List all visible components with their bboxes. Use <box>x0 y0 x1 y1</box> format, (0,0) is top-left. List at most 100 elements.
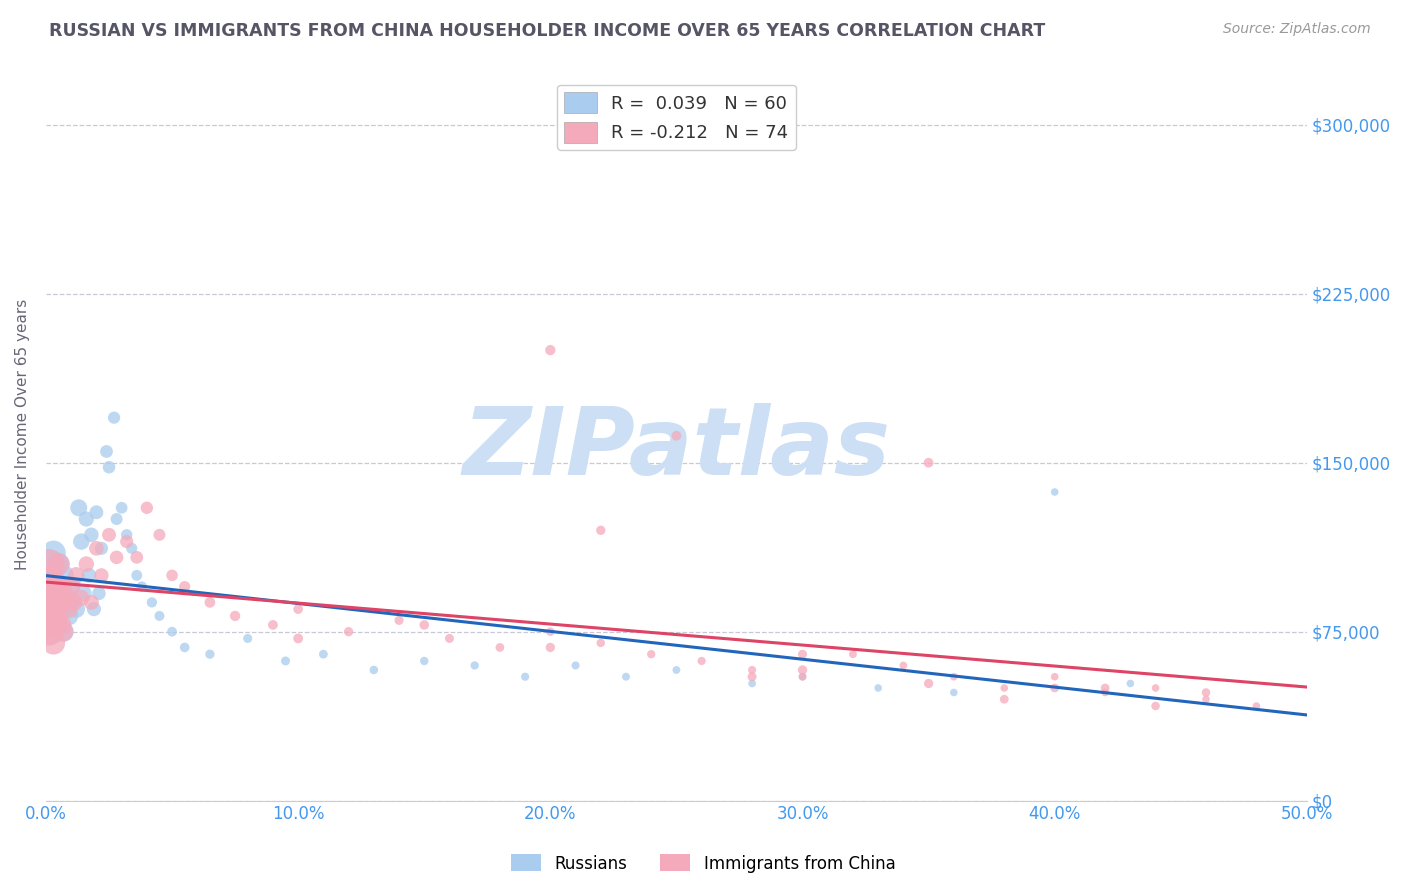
Point <box>538 343 561 357</box>
Point <box>39 602 62 616</box>
Point <box>37 580 59 594</box>
Point <box>148 528 170 542</box>
Point <box>37 591 59 605</box>
Point <box>665 428 688 442</box>
Point <box>741 676 763 690</box>
Point <box>98 528 121 542</box>
Point <box>103 410 125 425</box>
Point <box>45 618 67 632</box>
Point <box>1094 681 1116 695</box>
Point <box>80 528 103 542</box>
Point <box>792 663 814 677</box>
Point <box>87 586 110 600</box>
Point <box>160 568 183 582</box>
Point <box>86 505 108 519</box>
Point <box>52 595 75 609</box>
Point <box>55 591 77 605</box>
Point <box>141 595 163 609</box>
Point <box>58 602 80 616</box>
Point <box>1094 685 1116 699</box>
Point <box>65 568 87 582</box>
Point <box>115 528 138 542</box>
Point <box>48 557 70 571</box>
Point <box>287 632 309 646</box>
Point <box>741 663 763 677</box>
Point <box>49 580 72 594</box>
Point <box>96 444 118 458</box>
Point <box>83 602 105 616</box>
Point <box>337 624 360 639</box>
Point <box>39 557 62 571</box>
Point <box>45 614 67 628</box>
Point <box>105 512 128 526</box>
Point <box>287 602 309 616</box>
Point <box>917 676 939 690</box>
Point <box>62 595 84 609</box>
Point <box>48 595 70 609</box>
Point <box>993 681 1015 695</box>
Point <box>1144 698 1167 713</box>
Point <box>49 618 72 632</box>
Y-axis label: Householder Income Over 65 years: Householder Income Over 65 years <box>15 299 30 570</box>
Point <box>1119 676 1142 690</box>
Point <box>131 580 153 594</box>
Point <box>125 550 148 565</box>
Point <box>224 608 246 623</box>
Point <box>65 602 87 616</box>
Point <box>105 550 128 565</box>
Text: ZIPatlas: ZIPatlas <box>463 403 890 495</box>
Point <box>125 568 148 582</box>
Point <box>52 568 75 582</box>
Point <box>538 624 561 639</box>
Point <box>942 685 965 699</box>
Point <box>48 595 70 609</box>
Point <box>173 580 195 594</box>
Point <box>893 658 915 673</box>
Point <box>75 512 97 526</box>
Point <box>792 670 814 684</box>
Point <box>198 595 221 609</box>
Point <box>1195 692 1218 706</box>
Point <box>98 460 121 475</box>
Point <box>439 632 461 646</box>
Point <box>589 524 612 538</box>
Point <box>942 670 965 684</box>
Point <box>39 624 62 639</box>
Point <box>160 624 183 639</box>
Point <box>77 568 100 582</box>
Point <box>262 618 284 632</box>
Point <box>312 647 335 661</box>
Point <box>464 658 486 673</box>
Point <box>42 546 65 560</box>
Point <box>198 647 221 661</box>
Point <box>538 640 561 655</box>
Point <box>42 580 65 594</box>
Point <box>37 614 59 628</box>
Point <box>489 640 512 655</box>
Point <box>80 595 103 609</box>
Point <box>55 591 77 605</box>
Point <box>52 624 75 639</box>
Point <box>60 580 83 594</box>
Point <box>513 670 536 684</box>
Point <box>39 573 62 587</box>
Legend: R =  0.039   N = 60, R = -0.212   N = 74: R = 0.039 N = 60, R = -0.212 N = 74 <box>557 85 796 150</box>
Point <box>86 541 108 556</box>
Point <box>1043 670 1066 684</box>
Point <box>413 618 436 632</box>
Point <box>115 534 138 549</box>
Point <box>1043 485 1066 500</box>
Point <box>37 624 59 639</box>
Point <box>148 608 170 623</box>
Point <box>75 557 97 571</box>
Point <box>413 654 436 668</box>
Point <box>274 654 297 668</box>
Point <box>135 500 157 515</box>
Point <box>49 580 72 594</box>
Point <box>45 580 67 594</box>
Point <box>236 632 259 646</box>
Point <box>39 595 62 609</box>
Point <box>70 591 93 605</box>
Point <box>564 658 586 673</box>
Point <box>388 614 411 628</box>
